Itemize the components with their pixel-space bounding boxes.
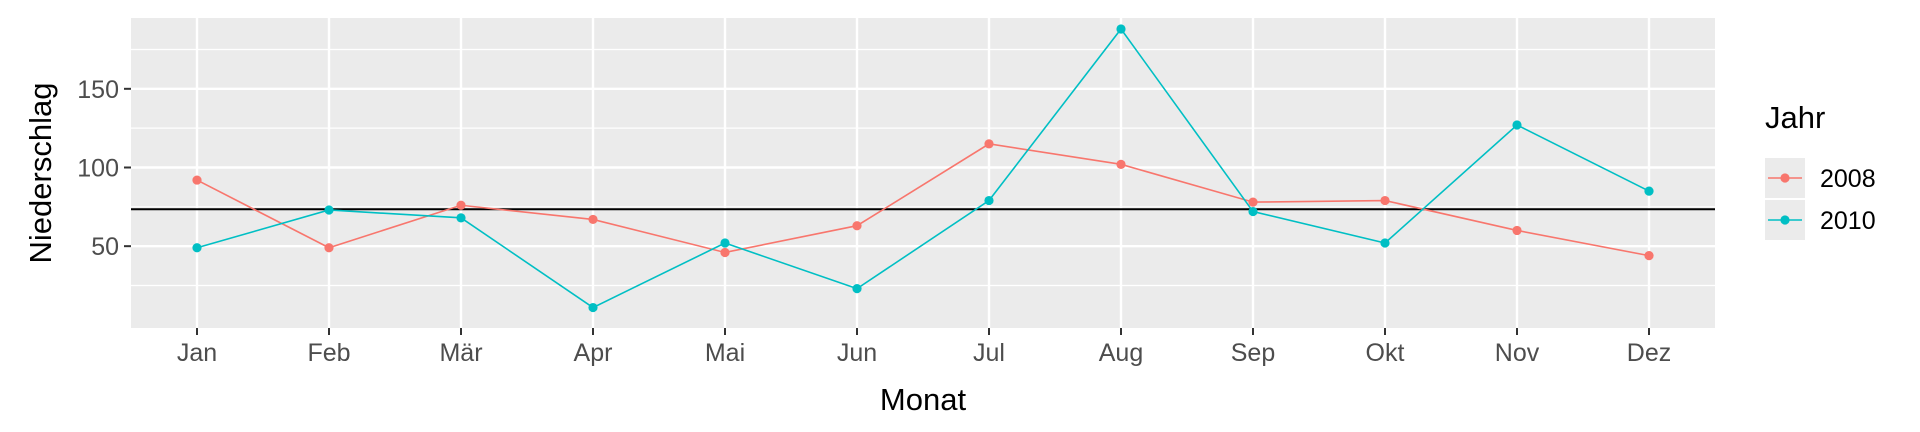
x-tick-label: Feb: [307, 339, 350, 367]
y-axis: 50 100 150: [77, 76, 131, 261]
y-axis-title: Niederschlag: [23, 83, 58, 264]
data-point: [984, 139, 994, 149]
x-axis: Jan Feb Mär Apr Mai Jun Jul Aug Sep Okt Nov Dez: [177, 328, 1671, 367]
series-layer: [192, 24, 1654, 313]
legend-items: 2008 2010: [1765, 158, 1876, 240]
data-point: [720, 238, 730, 248]
data-point: [852, 284, 862, 294]
x-tick-label: Mai: [705, 339, 745, 367]
data-point: [1644, 186, 1654, 196]
y-tick-label: 100: [77, 154, 119, 182]
data-point: [1380, 238, 1390, 248]
x-tick-label: Jun: [837, 339, 877, 367]
x-tick-label: Apr: [574, 339, 613, 367]
data-point: [1116, 159, 1126, 169]
data-point: [984, 195, 994, 206]
legend-item-2010: 2010: [1765, 200, 1876, 240]
major-gridlines: [131, 18, 1715, 328]
legend-label: 2010: [1820, 207, 1876, 235]
x-tick-label: Dez: [1627, 339, 1671, 367]
series-2010: [192, 24, 1654, 313]
x-tick-label: Sep: [1231, 339, 1275, 367]
data-point: [192, 175, 202, 185]
data-point: [720, 247, 730, 258]
data-point: [588, 214, 598, 225]
data-point: [192, 243, 202, 253]
x-tick-label: Okt: [1366, 339, 1405, 367]
minor-gridlines: [131, 48, 1715, 287]
data-point: [1512, 120, 1522, 130]
data-point: [324, 243, 334, 253]
data-point: [1248, 206, 1258, 217]
y-tick-label: 50: [91, 233, 119, 261]
legend-key-point: [1780, 215, 1790, 225]
data-point: [456, 213, 466, 223]
x-axis-title: Monat: [880, 382, 967, 417]
data-point: [324, 205, 334, 215]
x-tick-label: Jan: [177, 339, 217, 367]
legend-label: 2008: [1820, 165, 1876, 193]
legend-title: Jahr: [1765, 100, 1825, 135]
y-tick-label: 150: [77, 76, 119, 104]
x-tick-label: Aug: [1099, 339, 1143, 367]
series-line: [196, 27, 1650, 309]
x-tick-label: Nov: [1495, 339, 1540, 367]
data-point: [588, 302, 598, 313]
data-point: [852, 221, 862, 231]
data-point: [1512, 225, 1522, 236]
data-point: [1380, 195, 1390, 206]
legend-item-2008: 2008: [1765, 158, 1876, 198]
legend-key-point: [1780, 173, 1790, 183]
data-point: [1248, 197, 1258, 207]
data-point: [456, 200, 466, 210]
plot-panel: [131, 18, 1715, 328]
series-line: [196, 143, 1650, 257]
data-point: [1644, 251, 1654, 261]
x-tick-label: Jul: [973, 339, 1005, 367]
series-2008: [192, 139, 1654, 261]
data-point: [1116, 24, 1126, 34]
x-tick-label: Mär: [439, 339, 482, 367]
legend: Jahr 2008 2010: [1765, 100, 1876, 240]
